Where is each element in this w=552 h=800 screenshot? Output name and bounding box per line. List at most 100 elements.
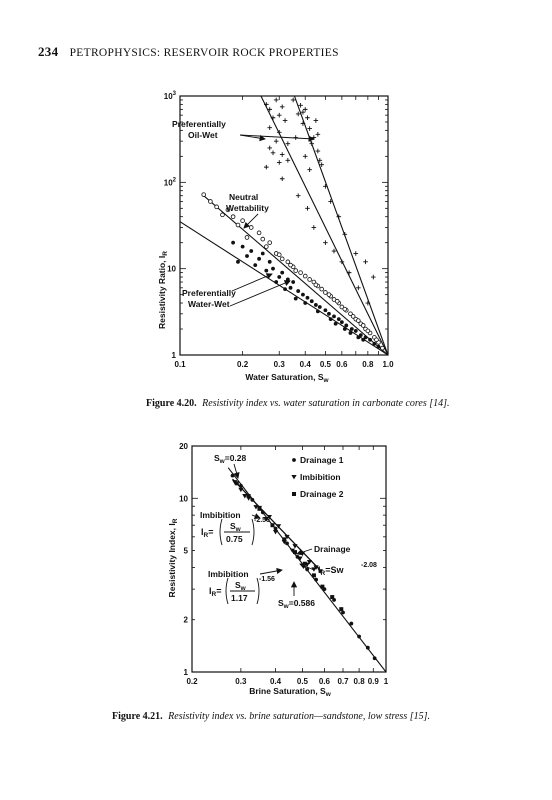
annotation-imbibition-upper: Imbibition [200, 510, 261, 520]
data-point-filled-circle [285, 277, 290, 282]
annotation-sw-028: Sw=0.28 [214, 453, 247, 479]
data-point-filled-triangle-down [272, 529, 279, 535]
neutral-line [203, 195, 389, 356]
data-point-plus [300, 109, 306, 115]
svg-text:Neutral: Neutral [229, 192, 258, 202]
data-point-filled-circle [280, 270, 285, 275]
data-point-plus [305, 206, 310, 211]
data-point-filled-circle [283, 287, 287, 291]
running-head: 234 PETROPHYSICS: RESERVOIR ROCK PROPERT… [38, 44, 339, 60]
data-point-filled-circle [250, 497, 255, 502]
data-point-filled-circle [336, 317, 341, 322]
book-title: PETROPHYSICS: RESERVOIR ROCK PROPERTIES [69, 47, 339, 59]
data-point-filled-circle [303, 301, 308, 305]
legend: Drainage 1 Imbibition Drainage 2 [291, 455, 344, 499]
data-point-plus [311, 225, 317, 230]
data-point-filled-circle [315, 309, 320, 314]
data-point-filled-triangle-down [266, 515, 272, 520]
y-tick-label: 5 [184, 547, 189, 556]
data-point-filled-triangle-down [289, 548, 295, 553]
x-tick-label: 0.1 [174, 360, 186, 369]
annotation-oil-wet: Preferentially Oil-Wet [172, 119, 315, 142]
svg-text:-2.08: -2.08 [361, 562, 377, 569]
data-point-filled-square [270, 523, 275, 528]
data-point-filled-triangle-down [292, 544, 298, 549]
data-point-plus [315, 148, 321, 154]
data-point-open-circle [298, 270, 303, 275]
data-point-open-circle [334, 298, 340, 304]
data-point-open-circle [267, 240, 273, 245]
data-point-open-circle [220, 212, 225, 218]
data-point-filled-triangle-down [297, 556, 303, 561]
svg-text:1.17: 1.17 [231, 593, 248, 603]
data-point-open-circle [225, 207, 231, 213]
svg-text:0.75: 0.75 [226, 534, 243, 544]
data-point-filled-circle [249, 249, 254, 253]
x-tick-label: 1 [384, 677, 389, 686]
data-point-open-circle [374, 337, 379, 343]
data-point-filled-triangle-down [232, 480, 238, 485]
data-point-filled-square [311, 573, 316, 578]
data-point-filled-circle [314, 577, 319, 582]
data-point-filled-circle [349, 621, 354, 626]
data-point-filled-circle [361, 337, 366, 342]
data-point-open-circle [235, 222, 241, 228]
data-point-filled-circle [327, 311, 331, 316]
data-point-filled-circle [368, 337, 372, 342]
data-point-plus [309, 141, 315, 147]
annotation-sw-0586: Sw=0.586 [278, 581, 315, 610]
data-point-filled-circle [313, 303, 318, 307]
svg-text:Sw: Sw [235, 580, 247, 592]
data-point-filled-triangle-down [275, 524, 282, 529]
x-axis-title: Brine Saturation, Sw [249, 686, 332, 698]
svg-text:Sw=0.586: Sw=0.586 [278, 598, 315, 610]
data-point-filled-circle [328, 317, 333, 322]
y-tick-label: 103 [164, 91, 177, 101]
svg-text:Preferentially: Preferentially [182, 288, 236, 298]
data-point-open-circle [264, 244, 269, 249]
data-point-plus [365, 300, 371, 306]
data-point-plus [276, 112, 282, 118]
data-point-open-circle [360, 323, 366, 328]
annotation-neutral: Neutral Wettability [226, 192, 269, 229]
svg-text:Imbibition: Imbibition [200, 510, 241, 520]
data-point-filled-circle [274, 280, 279, 284]
data-point-filled-circle [342, 327, 347, 331]
data-point-open-circle [248, 225, 254, 230]
data-point-plus [267, 145, 273, 151]
data-point-plus [298, 103, 303, 108]
equation-imbibition-upper: IR= Sw 0.75 -2.56 [201, 517, 270, 546]
data-point-filled-triangle-down [253, 505, 259, 510]
legend-marker-filled-circle [292, 458, 296, 462]
svg-text:IR=: IR= [201, 527, 213, 539]
data-point-plus [323, 183, 328, 189]
data-point-filled-circle [277, 275, 282, 279]
data-point-filled-circle [238, 483, 243, 488]
data-point-filled-circle [305, 295, 310, 300]
data-point-plus [313, 118, 319, 123]
data-point-open-circle [342, 306, 348, 312]
data-point-filled-circle [323, 308, 328, 313]
equation-drainage: IR=Sw -2.08 [299, 562, 377, 577]
y-tick-label: 1 [172, 351, 177, 360]
data-point-open-circle [313, 282, 319, 288]
data-point-open-circle [348, 311, 353, 317]
data-point-filled-circle [365, 645, 370, 650]
data-point-open-circle [326, 292, 332, 297]
equation-imbibition-lower: IR= Sw 1.17 -1.56 [209, 576, 275, 605]
legend-marker-filled-square [292, 492, 296, 496]
data-point-plus [302, 154, 308, 159]
data-point-filled-circle [348, 331, 353, 335]
data-point-filled-circle [267, 259, 272, 264]
data-point-plus [319, 162, 324, 168]
oil-wet-line-2 [293, 95, 389, 356]
data-point-open-circle [214, 204, 219, 210]
legend-label: Drainage 2 [300, 489, 344, 499]
data-point-plus [276, 129, 282, 135]
data-point-open-circle [230, 214, 236, 219]
figure-4-21-chart: 0.2 0.3 0.4 0.5 0.6 0.7 0.8 0.9 1 1 2 5 10 20 Resisti… [167, 442, 389, 698]
data-point-plus [328, 199, 333, 204]
data-point-open-circle [323, 290, 328, 295]
y-tick-label: 10 [167, 265, 176, 274]
data-point-filled-circle [372, 656, 377, 661]
